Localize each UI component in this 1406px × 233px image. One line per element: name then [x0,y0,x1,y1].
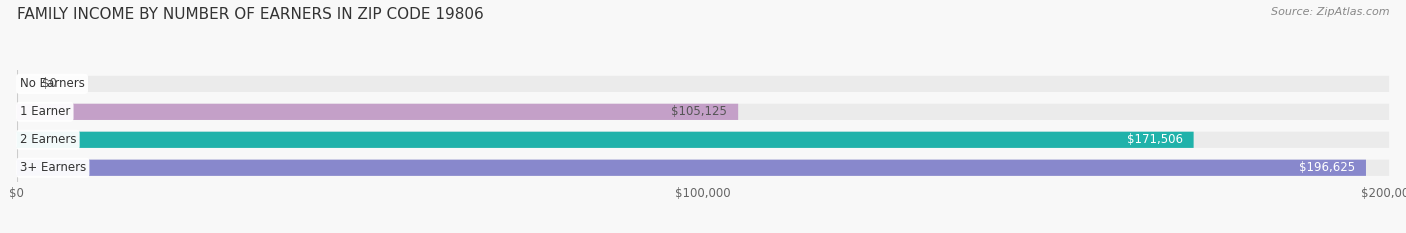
FancyBboxPatch shape [17,132,1389,148]
Text: 1 Earner: 1 Earner [20,105,70,118]
FancyBboxPatch shape [17,104,738,120]
Text: FAMILY INCOME BY NUMBER OF EARNERS IN ZIP CODE 19806: FAMILY INCOME BY NUMBER OF EARNERS IN ZI… [17,7,484,22]
Text: No Earners: No Earners [20,77,84,90]
Text: 3+ Earners: 3+ Earners [20,161,86,174]
Text: Source: ZipAtlas.com: Source: ZipAtlas.com [1271,7,1389,17]
Text: $171,506: $171,506 [1126,133,1182,146]
Text: $196,625: $196,625 [1299,161,1355,174]
FancyBboxPatch shape [17,160,1367,176]
FancyBboxPatch shape [17,104,1389,120]
Text: 2 Earners: 2 Earners [20,133,76,146]
FancyBboxPatch shape [17,160,1389,176]
Text: $105,125: $105,125 [671,105,727,118]
Text: $0: $0 [42,77,56,90]
FancyBboxPatch shape [17,76,1389,92]
FancyBboxPatch shape [17,132,1194,148]
